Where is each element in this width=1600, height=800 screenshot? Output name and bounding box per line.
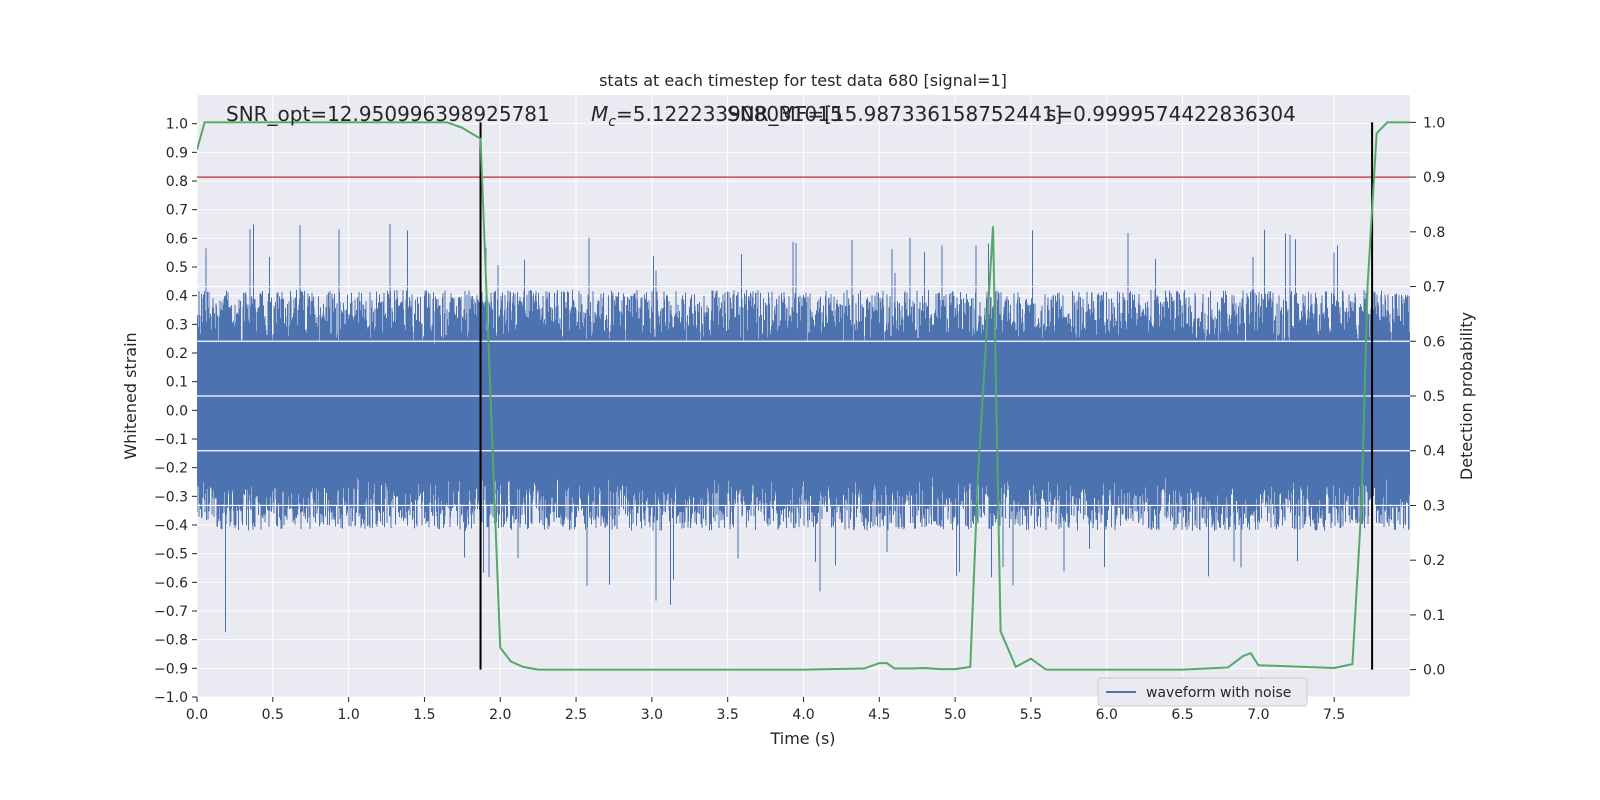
y-tick-label: 0.4 <box>166 289 188 305</box>
y-tick-label: 0.0 <box>166 403 188 419</box>
annotation-snr-opt: SNR_opt=12.950996398925781 <box>226 102 550 126</box>
x-tick-label: 5.0 <box>944 707 966 723</box>
y-tick-label: 0.1 <box>166 375 188 391</box>
y2-tick-label: 0.8 <box>1423 225 1445 241</box>
legend-box <box>1097 677 1308 707</box>
y-tick-label: 0.7 <box>166 203 188 219</box>
y-tick-label: −0.6 <box>154 575 188 591</box>
x-tick-label: 2.5 <box>565 707 587 723</box>
y2-tick-label: 0.4 <box>1423 444 1445 460</box>
right-axis-grid <box>197 285 1410 507</box>
annotation-chirp-mass: Mc=5.122233908031015 <box>591 102 843 130</box>
x-axis-label: Time (s) <box>769 729 835 748</box>
y-tick-label: 0.9 <box>166 145 188 161</box>
y-tick-label: −0.5 <box>154 547 188 563</box>
y2-axis-ticks: 0.0 0.1 0.2 0.3 0.4 0.5 0.6 0.7 0.8 0.9 1.0 <box>1410 115 1445 679</box>
y-tick-label: 0.5 <box>166 260 188 276</box>
y2-tick-label: 0.7 <box>1423 280 1445 296</box>
x-axis-ticks: 0.0 0.5 1.0 1.5 2.0 2.5 3.0 3.5 4.0 4.5 5.0 5.5 6.0 6… <box>186 697 1345 723</box>
x-tick-label: 7.5 <box>1323 707 1345 723</box>
y-tick-label: −0.8 <box>154 633 188 649</box>
y2-tick-label: 0.2 <box>1423 553 1445 569</box>
annotation-chirp-mass-symbol: M <box>591 102 608 126</box>
y-tick-label: −0.1 <box>154 432 188 448</box>
legend: waveform with noise <box>1097 677 1308 707</box>
x-tick-label: 1.5 <box>413 707 435 723</box>
annotation-s-value: s=0.9999574422836304 <box>1046 102 1296 126</box>
x-tick-label: 2.0 <box>489 707 511 723</box>
x-tick-label: 7.0 <box>1247 707 1269 723</box>
y2-tick-label: 0.6 <box>1423 334 1445 350</box>
y2-tick-label: 0.9 <box>1423 170 1445 186</box>
y-tick-label: 0.8 <box>166 174 188 190</box>
y-tick-label: 0.2 <box>166 346 188 362</box>
x-tick-label: 0.5 <box>262 707 284 723</box>
x-tick-label: 4.0 <box>792 707 814 723</box>
y-tick-label: −0.2 <box>154 461 188 477</box>
y-axis-ticks: −1.0 −0.9 −0.8 −0.7 −0.6 −0.5 −0.4 −0.3 −0.2 −0.1… <box>154 117 197 706</box>
annotation-chirp-mass-value: =5.122233908031015 <box>616 102 843 126</box>
y-tick-label: −0.7 <box>154 604 188 620</box>
waveform-trace <box>197 223 1410 633</box>
y-tick-label: 0.3 <box>166 317 188 333</box>
y-tick-label: 0.6 <box>166 231 188 247</box>
x-tick-label: 4.5 <box>868 707 890 723</box>
x-tick-label: 6.5 <box>1171 707 1193 723</box>
y2-tick-label: 1.0 <box>1423 115 1445 131</box>
y-tick-label: 1.0 <box>166 117 188 133</box>
x-tick-label: 5.5 <box>1020 707 1042 723</box>
y-tick-label: −1.0 <box>154 690 188 706</box>
y2-tick-label: 0.5 <box>1423 389 1445 405</box>
chart-title: stats at each timestep for test data 680… <box>599 71 1007 90</box>
x-tick-label: 0.0 <box>186 707 208 723</box>
series-detection-probability <box>197 121 1410 671</box>
y2-tick-label: 0.3 <box>1423 498 1445 514</box>
legend-label-waveform: waveform with noise <box>1146 685 1291 701</box>
y2-axis-label: Detection probability <box>1457 312 1476 480</box>
y2-tick-label: 0.1 <box>1423 608 1445 624</box>
x-tick-label: 3.0 <box>641 707 663 723</box>
x-tick-label: 3.5 <box>717 707 739 723</box>
y-axis-label: Whitened strain <box>121 332 140 459</box>
annotation-snr-mf: SNR_MF=[15.987336158752441] <box>727 102 1062 126</box>
x-tick-label: 1.0 <box>337 707 359 723</box>
series-waveform-with-noise <box>197 223 1410 633</box>
y2-tick-label: 0.0 <box>1423 663 1445 679</box>
y-tick-label: −0.9 <box>154 661 188 677</box>
y-tick-label: −0.3 <box>154 489 188 505</box>
y-tick-label: −0.4 <box>154 518 188 534</box>
x-tick-label: 6.0 <box>1096 707 1118 723</box>
annotation-chirp-mass-subscript: c <box>608 114 616 130</box>
plot-content <box>197 121 1410 671</box>
